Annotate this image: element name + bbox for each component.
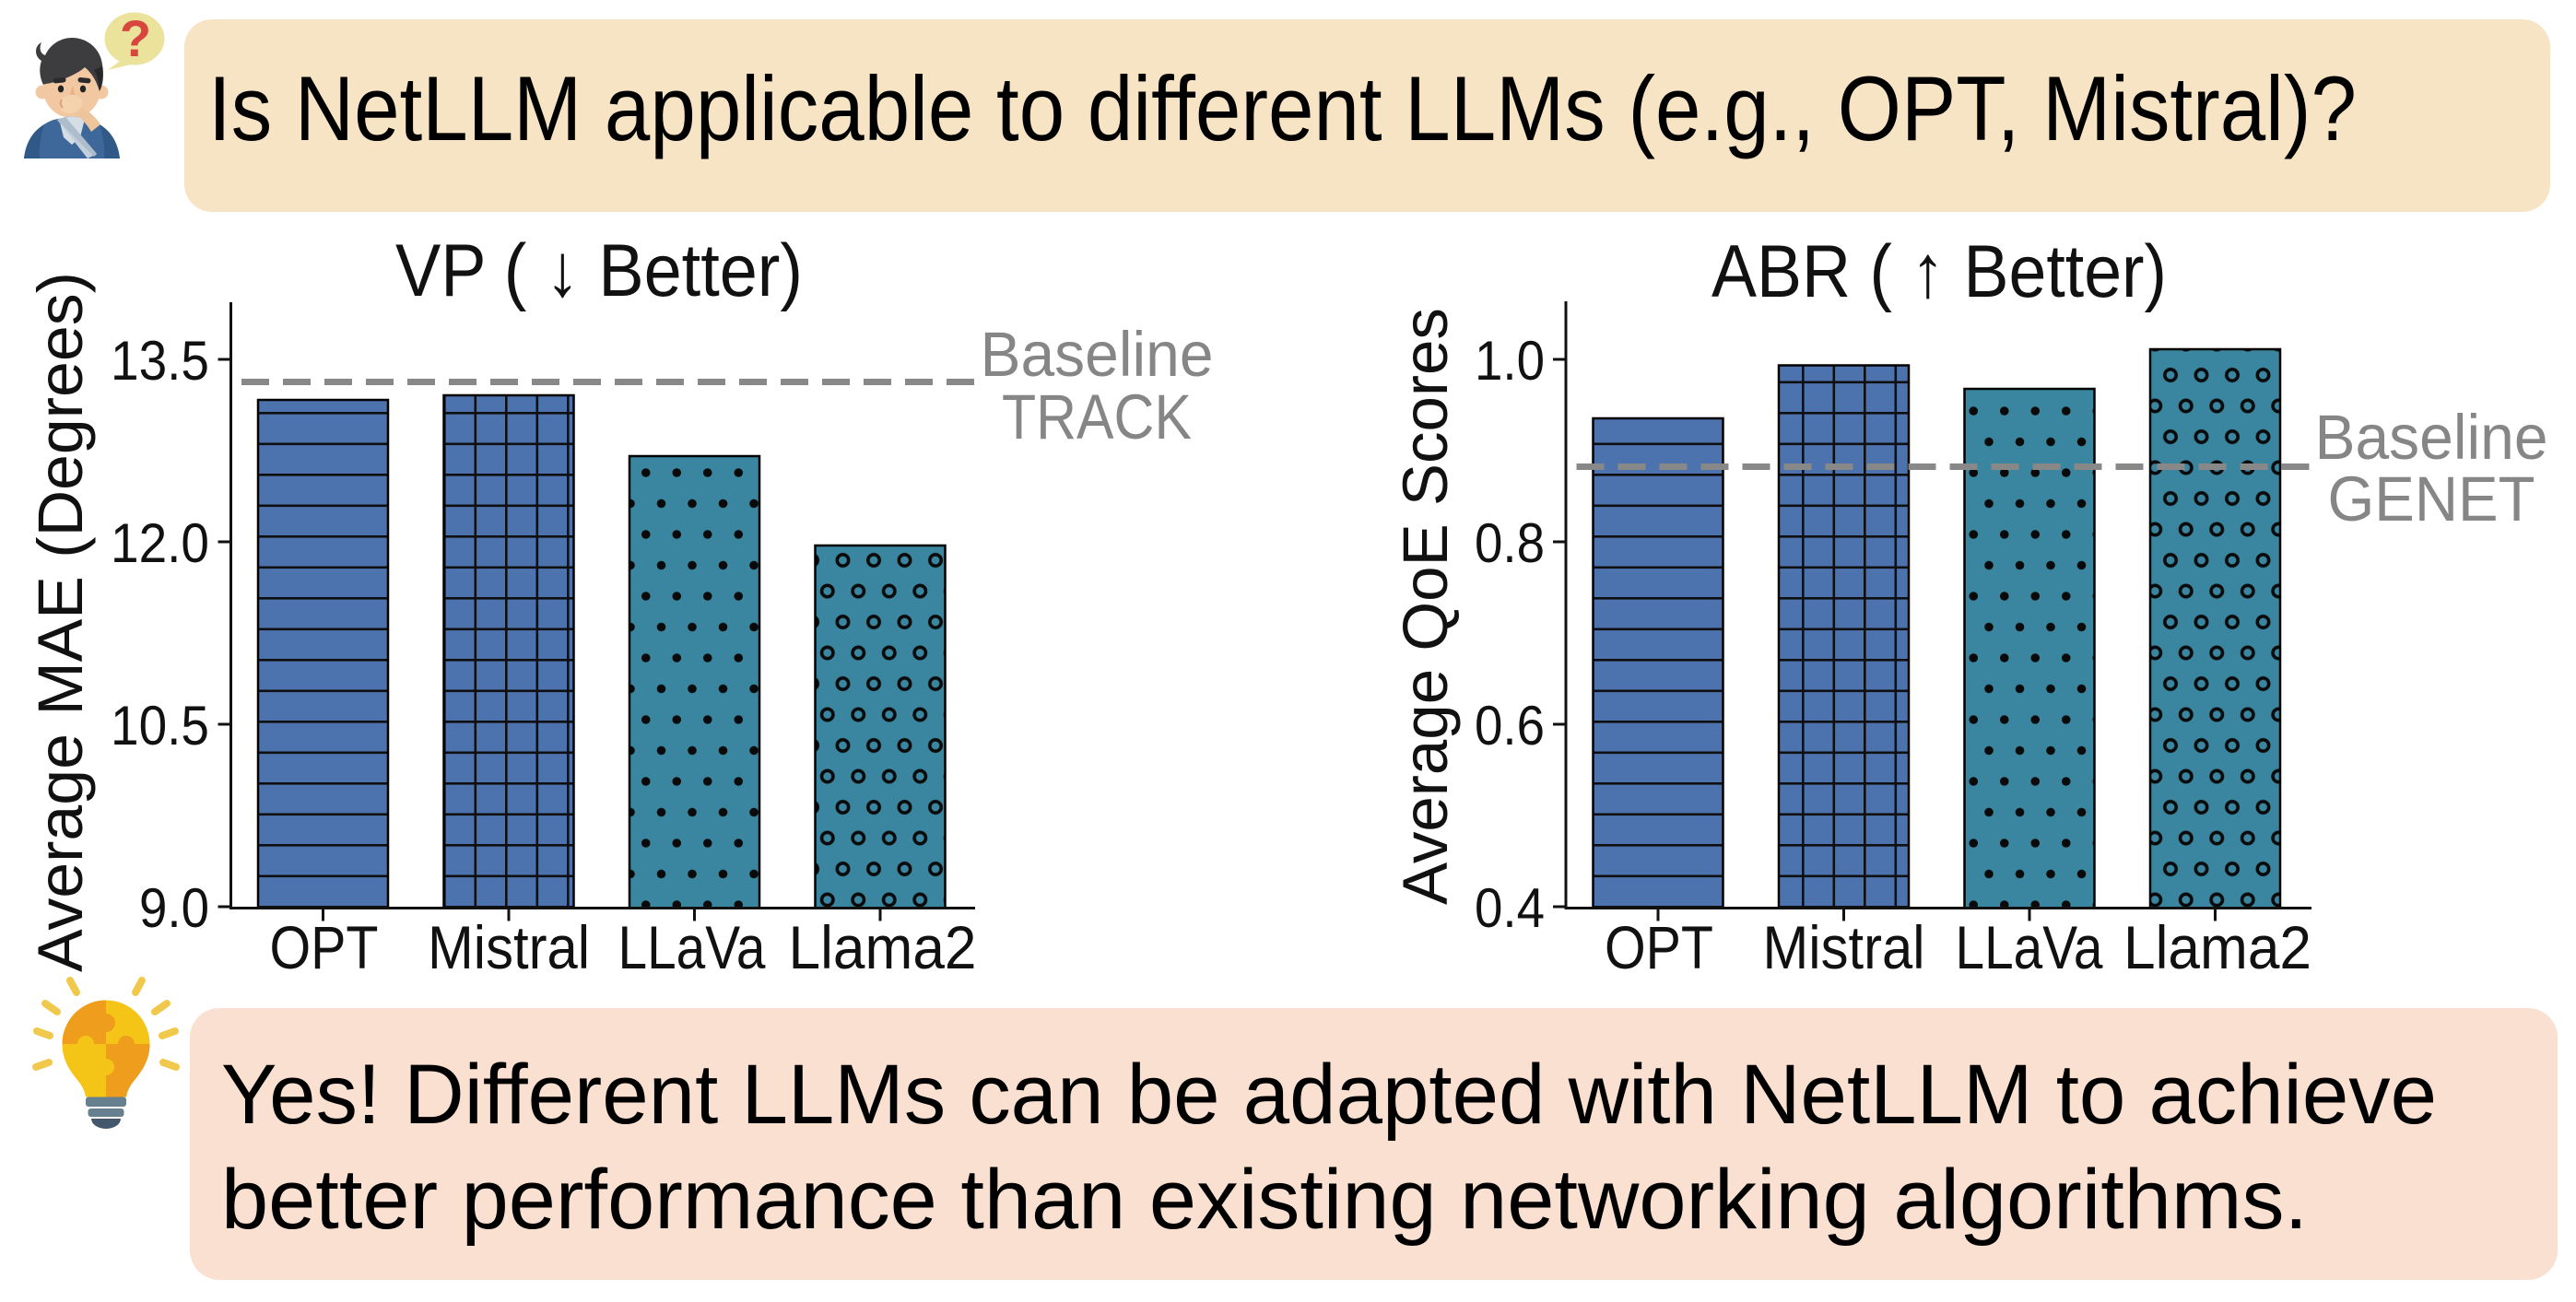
svg-text:Is NetLLM applicable to differ: Is NetLLM applicable to different LLMs (… (208, 57, 2357, 159)
svg-text:VP ( ↓ Better): VP ( ↓ Better) (395, 229, 803, 312)
svg-text:OPT: OPT (270, 913, 379, 981)
svg-text:Yes! Different LLMs can be ada: Yes! Different LLMs can be adapted with … (221, 1048, 2437, 1142)
svg-text:GENET: GENET (2328, 463, 2535, 534)
svg-text:better performance than existi: better performance than existing network… (221, 1153, 2308, 1247)
svg-text:0.8: 0.8 (1475, 512, 1545, 574)
svg-text:1.0: 1.0 (1475, 330, 1545, 392)
svg-text:TRACK: TRACK (1002, 381, 1192, 452)
svg-text:LLaVa: LLaVa (618, 913, 766, 981)
svg-text:13.5: 13.5 (111, 330, 209, 392)
svg-text:Llama2: Llama2 (2123, 913, 2311, 981)
svg-text:0.6: 0.6 (1475, 695, 1545, 757)
svg-text:Average MAE (Degrees): Average MAE (Degrees) (25, 272, 96, 972)
svg-text:0.4: 0.4 (1475, 877, 1545, 939)
svg-text:Baseline: Baseline (981, 319, 1214, 390)
svg-text:LLaVa: LLaVa (1956, 913, 2103, 981)
svg-text:?: ? (120, 9, 151, 67)
svg-text:Baseline: Baseline (2315, 402, 2548, 473)
svg-text:Average QoE Scores: Average QoE Scores (1390, 308, 1461, 905)
svg-text:Mistral: Mistral (428, 913, 590, 981)
svg-text:Llama2: Llama2 (789, 913, 977, 981)
svg-text:Mistral: Mistral (1763, 913, 1925, 981)
svg-text:12.0: 12.0 (111, 512, 209, 574)
svg-text:ABR ( ↑ Better): ABR ( ↑ Better) (1711, 230, 2167, 313)
svg-text:OPT: OPT (1605, 913, 1713, 981)
svg-text:10.5: 10.5 (111, 695, 209, 757)
svg-text:9.0: 9.0 (139, 877, 209, 939)
